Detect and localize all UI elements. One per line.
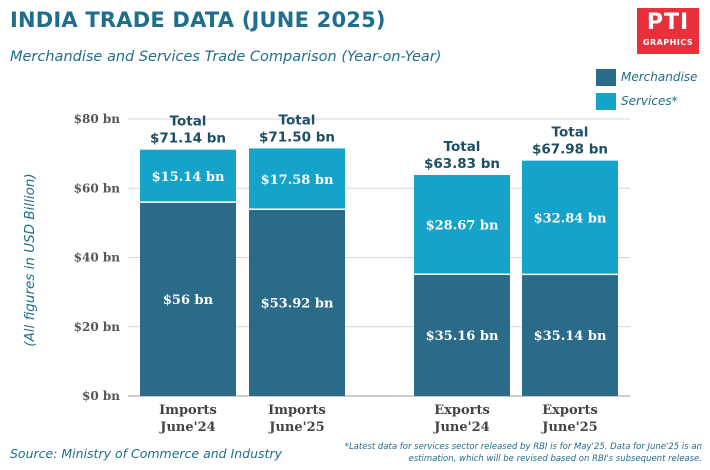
x-category-period: June'25	[541, 420, 597, 435]
x-category-period: June'24	[159, 420, 215, 435]
chart-title: INDIA TRADE DATA (JUNE 2025)	[10, 8, 386, 32]
total-label: Total	[444, 139, 481, 155]
total-value: $71.14 bn	[150, 131, 226, 147]
bar-value-label: $15.14 bn	[152, 170, 225, 185]
source-note: Source: Ministry of Commerce and Industr…	[10, 446, 282, 461]
bar-value-label: $28.67 bn	[426, 219, 499, 234]
legend-label-services: Services*	[621, 94, 678, 108]
bar-value-label: $17.58 bn	[261, 173, 334, 188]
logo-subtext: GRAPHICS	[642, 38, 694, 47]
bar-value-label: $56 bn	[163, 293, 214, 308]
legend-item-services: Services*	[596, 89, 697, 113]
bar-merchandise	[414, 274, 510, 396]
logo-mark: PTI	[646, 10, 690, 35]
bar-merchandise	[522, 274, 618, 396]
legend-label-merchandise: Merchandise	[621, 70, 698, 84]
footnote: *Latest data for services sector release…	[344, 442, 702, 464]
bar-services	[249, 148, 345, 210]
bar-services	[522, 160, 618, 275]
x-category-period: June'24	[433, 420, 489, 435]
x-category-label: Imports	[268, 403, 326, 418]
bar-services	[140, 149, 236, 203]
legend: Merchandise Services*	[596, 65, 697, 113]
pti-graphics-logo: PTI GRAPHICS	[637, 8, 699, 54]
chart-subtitle: Merchandise and Services Trade Compariso…	[10, 49, 442, 65]
total-label: Total	[279, 112, 316, 128]
total-value: $67.98 bn	[532, 142, 608, 158]
x-category-period: June'25	[268, 420, 324, 435]
y-tick-label: $80 bn	[74, 112, 121, 126]
y-tick-label: $0 bn	[82, 389, 120, 403]
bar-value-label: $35.14 bn	[534, 329, 607, 344]
legend-swatch-merchandise	[596, 68, 616, 86]
bar-merchandise	[140, 202, 236, 396]
bar-value-label: $35.16 bn	[426, 329, 499, 344]
bar-services	[414, 174, 510, 275]
legend-swatch-services	[596, 92, 616, 110]
legend-item-merchandise: Merchandise	[596, 65, 697, 89]
x-category-label: Exports	[542, 403, 598, 418]
bar-merchandise	[249, 209, 345, 396]
total-value: $71.50 bn	[259, 129, 335, 145]
y-tick-label: $20 bn	[74, 320, 121, 334]
bar-value-label: $32.84 bn	[534, 211, 607, 226]
y-tick-label: $60 bn	[74, 181, 121, 195]
y-tick-label: $40 bn	[74, 251, 121, 265]
total-value: $63.83 bn	[424, 156, 500, 172]
total-label: Total	[170, 114, 207, 130]
x-category-label: Imports	[159, 403, 217, 418]
total-label: Total	[552, 125, 589, 141]
bar-value-label: $53.92 bn	[261, 297, 334, 312]
x-category-label: Exports	[434, 403, 490, 418]
